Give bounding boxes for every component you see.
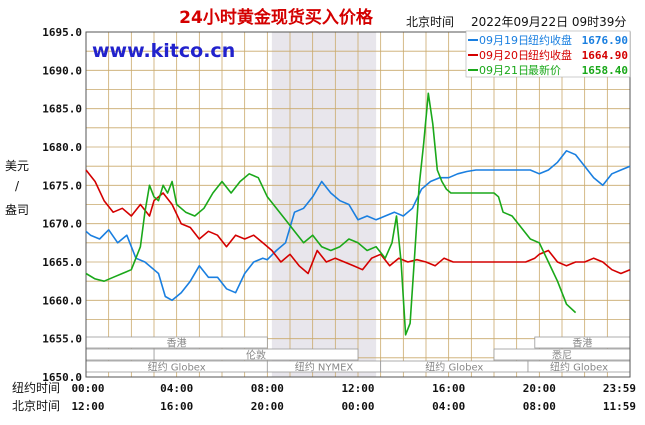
x-tick-label-ny: 04:00 xyxy=(160,382,193,395)
y-tick-label: 1685.0 xyxy=(42,103,82,116)
x-axis-row1-label: 纽约时间 xyxy=(12,380,60,395)
y-tick-label: 1665.0 xyxy=(42,256,82,269)
y-tick-label: 1690.0 xyxy=(42,64,82,77)
legend-series-name: 09月20日 xyxy=(479,49,529,62)
y-axis-label-unit: 美元 xyxy=(5,159,29,173)
x-tick-label-ny: 00:00 xyxy=(71,382,104,395)
x-tick-label-bj: 04:00 xyxy=(432,400,465,413)
session-label: 纽约 Globex xyxy=(425,361,483,374)
y-axis-label-slash: / xyxy=(15,179,20,193)
x-tick-label-ny: 08:00 xyxy=(251,382,284,395)
x-tick-label-bj: 16:00 xyxy=(160,400,193,413)
series-line xyxy=(85,169,631,275)
price-series xyxy=(85,92,631,336)
legend-series-value: 1664.90 xyxy=(582,49,628,62)
session-label: 悉尼 xyxy=(552,350,572,362)
series-line xyxy=(85,150,631,302)
x-tick-label-bj: 12:00 xyxy=(71,400,104,413)
session-label: 伦敦 xyxy=(246,349,266,362)
y-axis-ticks: 1650.0 1655.0 1660.0 1665.0 1670.0 1675.0 1680… xyxy=(42,26,82,384)
chart-title: 24小时黄金现货买入价格 xyxy=(179,7,374,28)
session-label: 香港 xyxy=(167,338,187,350)
x-tick-label-bj: 00:00 xyxy=(341,400,374,413)
y-tick-label: 1675.0 xyxy=(42,179,82,192)
legend-series-value: 1676.90 xyxy=(582,34,628,47)
x-axis-row2-label: 北京时间 xyxy=(12,399,60,413)
y-tick-label: 1655.0 xyxy=(42,333,82,346)
y-tick-label: 1680.0 xyxy=(42,141,82,154)
x-tick-label-bj: 20:00 xyxy=(251,400,284,413)
x-axis-ticks: 00:00 04:00 08:00 12:00 16:00 20:00 23:59 12:00… xyxy=(71,382,636,413)
watermark: www.kitco.cn xyxy=(92,40,235,62)
timestamp: 2022年09月22日 09时39分 xyxy=(471,15,626,29)
y-axis-label-ounce: 盎司 xyxy=(5,203,29,217)
x-tick-label-ny: 12:00 xyxy=(341,382,374,395)
legend-series-label: 纽约收盘 xyxy=(528,48,572,62)
session-label: 纽约 Globex xyxy=(550,361,608,374)
y-tick-label: 1695.0 xyxy=(42,26,82,39)
session-box xyxy=(85,348,155,361)
y-tick-label: 1650.0 xyxy=(42,371,82,384)
plot-frame xyxy=(85,31,631,378)
x-tick-label-bj: 11:59 xyxy=(603,400,636,413)
series-line xyxy=(85,92,577,336)
legend-series-label: 纽约收盘 xyxy=(528,33,572,47)
legend-series-value: 1658.40 xyxy=(582,64,628,77)
session-label: 纽约 NYMEX xyxy=(295,361,354,374)
session-label: 纽约 Globex xyxy=(148,361,206,374)
legend-box xyxy=(465,30,631,78)
legend-series-name: 09月19日 xyxy=(479,34,529,47)
x-tick-label-ny: 23:59 xyxy=(603,382,636,395)
timezone-label: 北京时间 xyxy=(406,15,454,29)
y-tick-label: 1660.0 xyxy=(42,294,82,307)
x-tick-label-ny: 20:00 xyxy=(523,382,556,395)
legend-series-name: 09月21日 xyxy=(479,64,529,77)
y-tick-label: 1670.0 xyxy=(42,218,82,231)
session-label: 香港 xyxy=(572,338,592,350)
x-tick-label-bj: 08:00 xyxy=(523,400,556,413)
x-tick-label-ny: 16:00 xyxy=(432,382,465,395)
legend-series-label: 最新价 xyxy=(528,63,561,77)
